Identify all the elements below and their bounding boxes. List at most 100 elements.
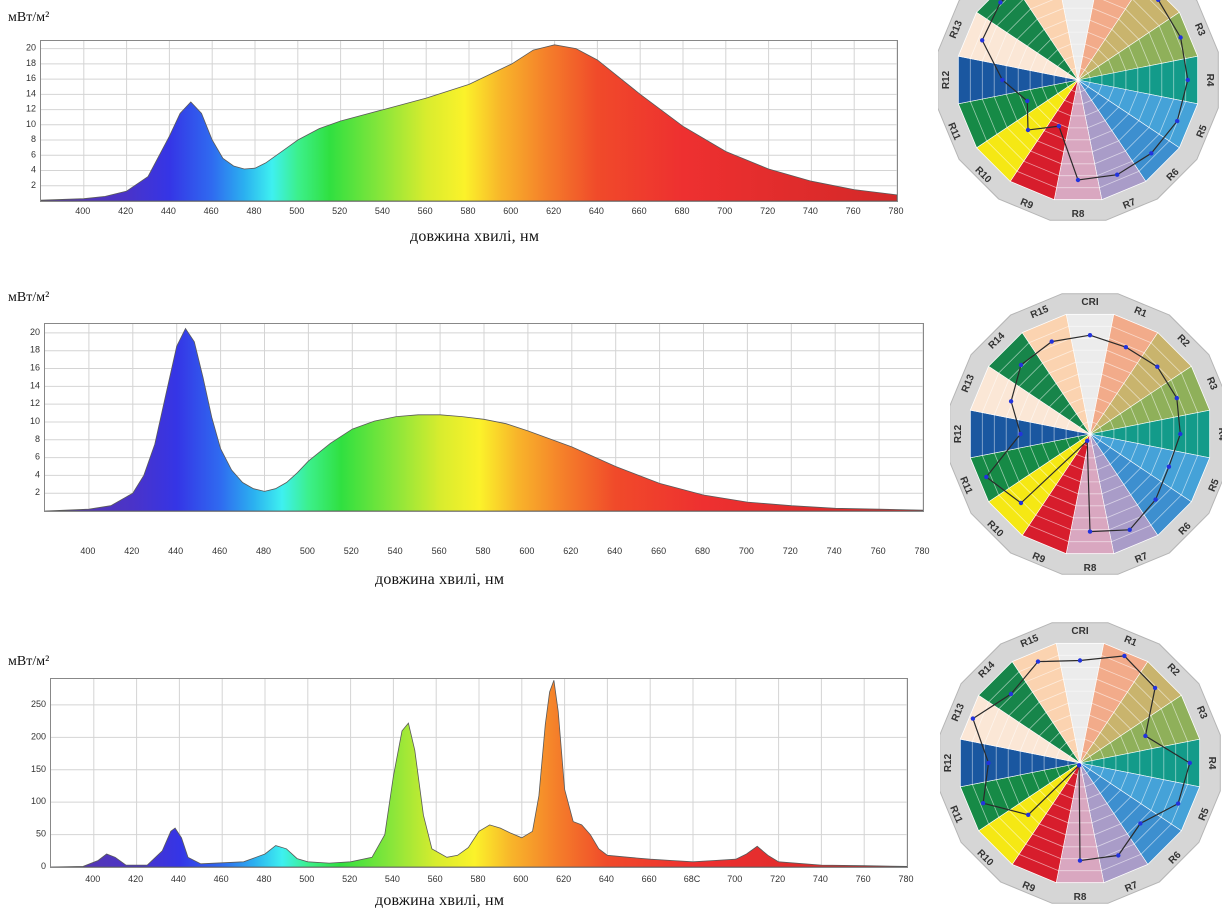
y-tick-label: 16 — [30, 363, 40, 373]
y-tick-label: 18 — [26, 58, 36, 68]
dial-label: CRI — [1081, 297, 1098, 308]
dial-value-point — [1049, 339, 1054, 344]
y-axis-unit-label: мВт/м² — [8, 10, 50, 25]
dial-value-point — [1123, 345, 1129, 350]
x-tick-label: 520 — [332, 206, 347, 216]
dial-value-point — [1025, 98, 1030, 104]
x-tick-label: 600 — [519, 546, 534, 556]
dial-value-point — [980, 38, 985, 43]
dial-value-point — [1008, 691, 1014, 697]
dial-value-point — [1178, 431, 1183, 437]
x-tick-label: 640 — [589, 206, 604, 216]
spectrum-chart-2 — [44, 323, 924, 512]
y-tick-label: 4 — [31, 165, 36, 175]
dial-ring — [1067, 750, 1093, 776]
x-tick-labels: 400 420 440 460 480 500 520 540 560 580 600 620 640 6… — [75, 206, 903, 216]
dial-value-point — [984, 474, 989, 480]
dial-value-point — [1178, 35, 1183, 40]
x-tick-label: 580 — [470, 874, 485, 884]
dial-ring — [959, 642, 1201, 884]
x-tick-label: 680 — [674, 206, 689, 216]
y-tick-label: 6 — [31, 149, 36, 159]
dial-value-point — [1138, 821, 1143, 826]
x-axis-title: довжина хвилі, нм — [375, 892, 505, 909]
dial-value-point — [1175, 801, 1181, 806]
dial-value-point — [1087, 529, 1093, 534]
dial-ring — [1029, 373, 1151, 495]
dial-ring — [1065, 409, 1115, 459]
x-axis-title: довжина хвилі, нм — [375, 571, 505, 588]
dial-ring — [1065, 67, 1091, 93]
dial-value-point — [1087, 333, 1093, 338]
dial-value-point — [1187, 760, 1192, 766]
x-tick-label: 460 — [212, 546, 227, 556]
x-tick-label: 68C — [684, 874, 701, 884]
x-tick-label: 600 — [513, 874, 528, 884]
y-tick-labels: 2 4 6 8 10 12 14 16 18 20 — [26, 43, 36, 190]
dial-ring — [969, 0, 1187, 189]
dial-value-point — [1077, 658, 1083, 663]
y-tick-label: 12 — [30, 398, 40, 408]
dial-value-point — [986, 760, 991, 766]
y-tick-label: 0 — [41, 861, 46, 871]
x-tick-label: 780 — [914, 546, 929, 556]
dial-value-point — [1085, 438, 1090, 443]
dial-value-point — [1166, 464, 1172, 469]
dial-value-point — [1116, 853, 1121, 858]
y-tick-labels: 2 4 6 8 10 12 14 16 18 20 — [30, 327, 40, 497]
x-tick-label: 420 — [118, 206, 133, 216]
spectrum-chart-svg — [50, 679, 908, 868]
x-tick-label: 560 — [428, 874, 443, 884]
x-tick-label: 660 — [642, 874, 657, 884]
dial-ring — [1053, 55, 1103, 105]
color-rendering-dial-2: CRI R1 R2 R3 R4 R5 R6 R7 R8 R9 R10 R11 R12 R13 R14 R15 — [949, 284, 1222, 585]
dial-value-point — [1076, 763, 1082, 768]
dial-ring — [1041, 43, 1115, 117]
dial-label: R8 — [1072, 209, 1085, 220]
dial-value-point — [1018, 362, 1024, 368]
dial-value-point — [1000, 77, 1005, 83]
spectrum-area — [40, 44, 898, 202]
x-tick-label: 560 — [418, 206, 433, 216]
dial-label: R9 — [1021, 880, 1037, 895]
dial-value-point — [1018, 431, 1023, 437]
spectrum-chart-1 — [40, 40, 898, 202]
dial-label: R5 — [1207, 477, 1222, 493]
dial-value-point — [1018, 500, 1024, 506]
x-tick-label: 720 — [760, 206, 775, 216]
dial-ring — [1019, 702, 1141, 824]
dial-value-point — [1077, 858, 1083, 863]
dial-label: R5 — [1195, 123, 1210, 139]
dial-ring — [1017, 361, 1163, 507]
y-tick-label: 6 — [35, 452, 40, 462]
x-tick-label: 500 — [300, 546, 315, 556]
dial-ring — [1029, 31, 1127, 129]
dial-label: R7 — [1133, 551, 1149, 566]
y-tick-label: 20 — [30, 327, 40, 337]
dial-value-point — [1174, 395, 1179, 401]
x-tick-label: 680 — [695, 546, 710, 556]
dial-ring — [1017, 19, 1139, 141]
dial-value-point — [1156, 0, 1161, 2]
y-tick-label: 16 — [26, 73, 36, 83]
dial-ring — [969, 313, 1211, 555]
dial-label: R7 — [1121, 197, 1137, 212]
dial-label: R9 — [1031, 551, 1047, 566]
dial-ring — [1007, 690, 1153, 836]
x-tick-label: 420 — [124, 546, 139, 556]
dial-label: R5 — [1197, 806, 1212, 822]
y-tick-label: 10 — [30, 416, 40, 426]
x-tick-label: 660 — [651, 546, 666, 556]
dial-ring — [993, 337, 1187, 531]
y-axis-unit-label: мВт/м² — [8, 290, 50, 305]
dial-ring — [1031, 714, 1129, 812]
x-tick-label: 460 — [204, 206, 219, 216]
x-tick-label: 440 — [168, 546, 183, 556]
y-tick-label: 8 — [31, 134, 36, 144]
dial-label: R1 — [1122, 634, 1138, 649]
dial-label: CRI — [1071, 626, 1088, 637]
x-tick-label: 760 — [856, 874, 871, 884]
